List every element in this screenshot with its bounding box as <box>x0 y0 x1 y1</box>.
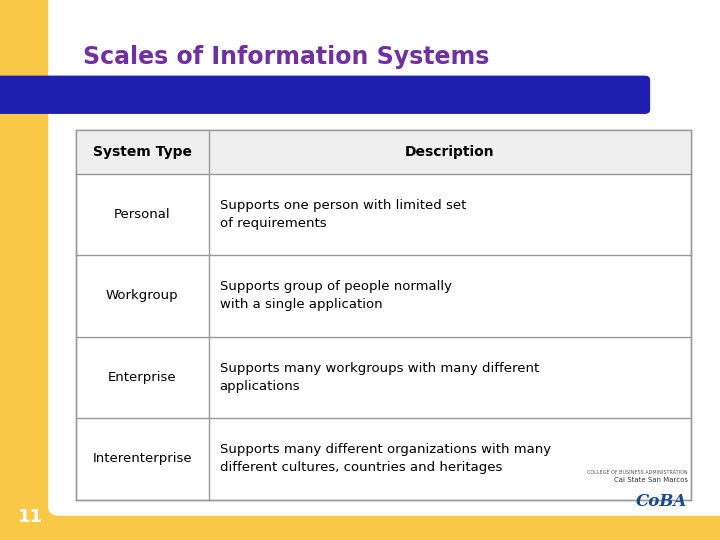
Text: Supports group of people normally
with a single application: Supports group of people normally with a… <box>220 280 451 312</box>
FancyBboxPatch shape <box>76 130 691 500</box>
Text: Supports many different organizations with many
different cultures, countries an: Supports many different organizations wi… <box>220 443 551 474</box>
Text: Supports one person with limited set
of requirements: Supports one person with limited set of … <box>220 199 466 230</box>
Text: Workgroup: Workgroup <box>106 289 179 302</box>
Text: Description: Description <box>405 145 495 159</box>
Text: Cal State San Marcos: Cal State San Marcos <box>613 477 688 483</box>
FancyBboxPatch shape <box>0 76 650 114</box>
Text: Scales of Information Systems: Scales of Information Systems <box>83 45 489 69</box>
Text: Enterprise: Enterprise <box>108 371 176 384</box>
Text: 11: 11 <box>18 509 43 526</box>
Text: System Type: System Type <box>93 145 192 159</box>
FancyBboxPatch shape <box>76 130 691 174</box>
Text: COLLEGE OF BUSINESS ADMINISTRATION: COLLEGE OF BUSINESS ADMINISTRATION <box>587 470 688 475</box>
Text: Personal: Personal <box>114 208 171 221</box>
FancyBboxPatch shape <box>48 0 720 516</box>
Text: Supports many workgroups with many different
applications: Supports many workgroups with many diffe… <box>220 362 539 393</box>
Text: Interenterprise: Interenterprise <box>92 453 192 465</box>
Text: CoBA: CoBA <box>636 494 688 510</box>
